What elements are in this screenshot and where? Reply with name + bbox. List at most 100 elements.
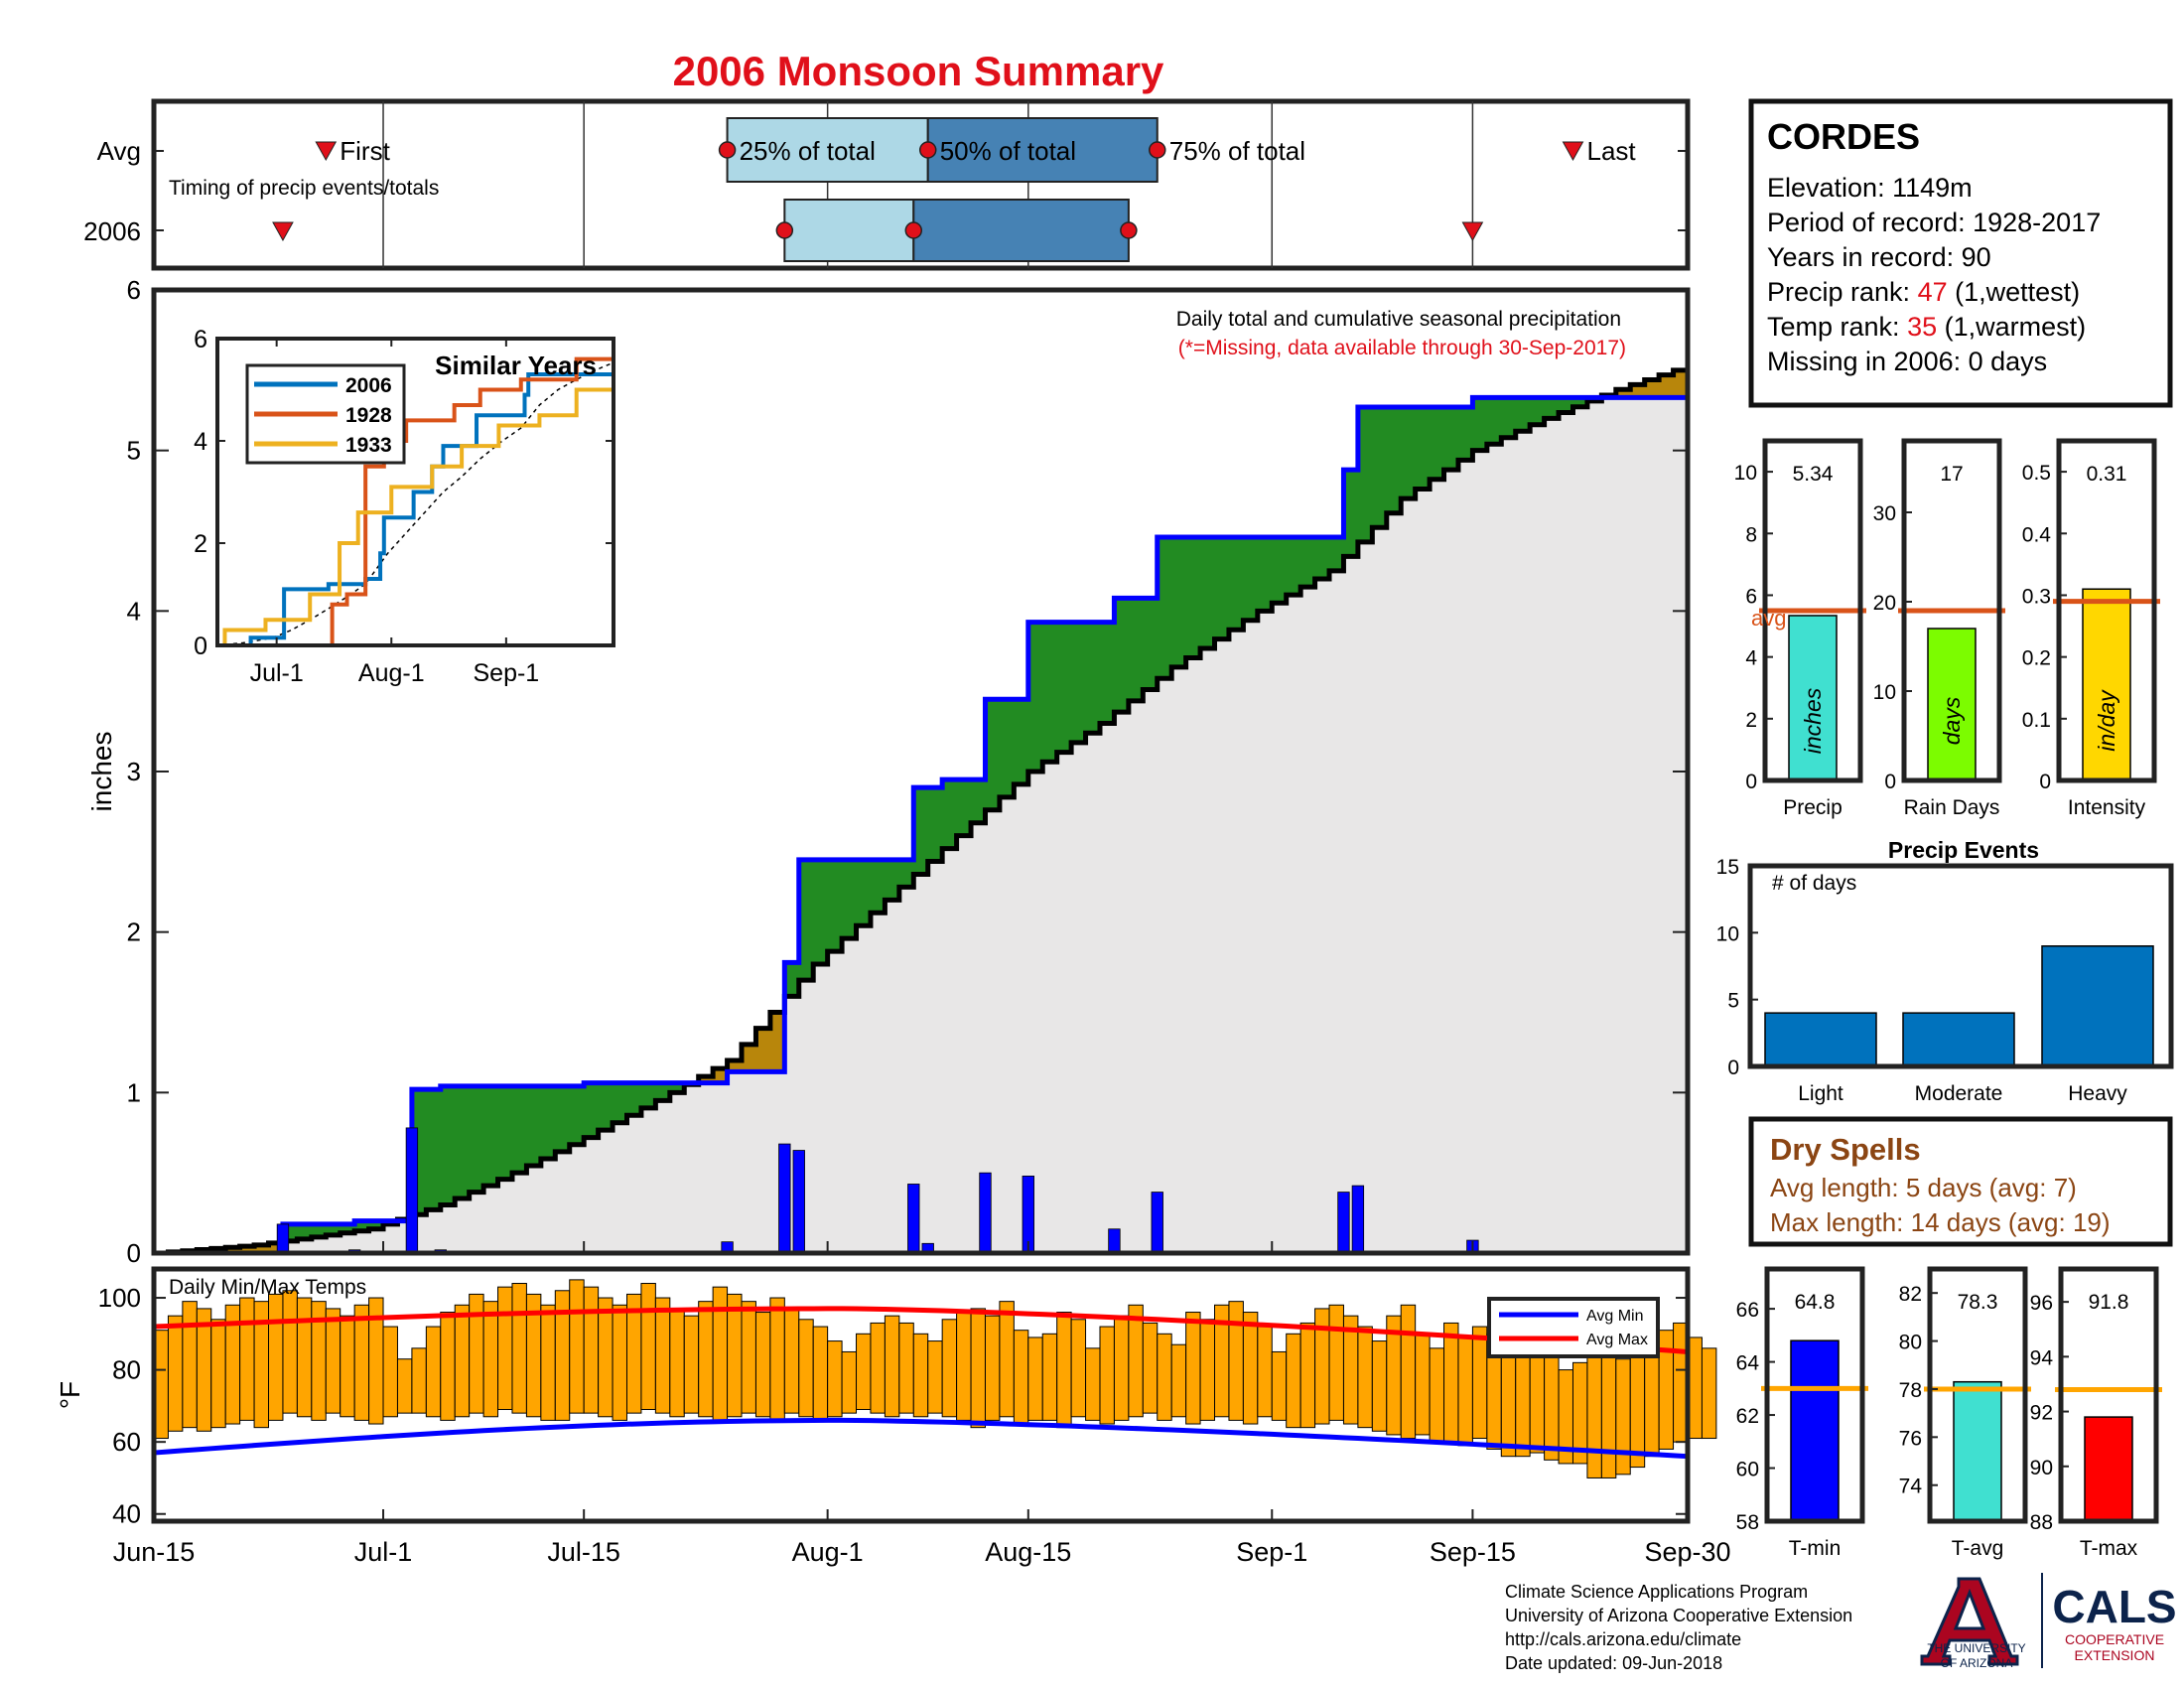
daily-temp-bar (1629, 1347, 1646, 1469)
date-xtick-label: Sep-15 (1430, 1537, 1516, 1567)
daily-temp-bar (296, 1297, 313, 1418)
precip-ytick-label: 5 (127, 436, 141, 466)
dry-spells-frame (1748, 1116, 2173, 1247)
events-ytick-label: 15 (1716, 856, 1739, 879)
tavg-ytick-label: 82 (1899, 1283, 1922, 1306)
avg-marker-label: avg (1751, 606, 1786, 631)
intensity-unit-label: in/day (2094, 689, 2119, 752)
daily-temp-bar (340, 1315, 355, 1418)
daily-temp-bar (1199, 1319, 1216, 1421)
daily-temp-bar (1242, 1312, 1259, 1425)
pct25-label: 25% of total (740, 136, 876, 166)
daily-temp-bar (941, 1319, 958, 1418)
temp-y-label: °F (55, 1381, 85, 1409)
inset-series (216, 356, 615, 647)
precip-ytick-label: 1 (127, 1077, 141, 1107)
daily-temp-bar (654, 1297, 671, 1414)
avg-middle-half-box (926, 117, 1159, 183)
university-of-arizona-logo: THE UNIVERSITY OF ARIZONA CALS COOPERATI… (1920, 1573, 2177, 1670)
seasonal-summary-bars: 0 2 4 6 8 10 5.34 inches Precip 0 10 20 30 17 days Rain… (1734, 438, 2160, 819)
precip-total-ytick-label: 6 (1745, 585, 1757, 608)
avg-p75-marker (1148, 141, 1166, 159)
footer-line-2: University of Arizona Cooperative Extens… (1505, 1606, 1852, 1625)
precip-total-ytick-label: 4 (1745, 647, 1757, 670)
similar-years-inset: 0 2 4 6 Jul-1 Aug-1 Sep-1 Similar Years 2006 19… (194, 326, 615, 687)
daily-temp-bar (325, 1308, 341, 1414)
missing-note: (*=Missing, data available through 30-Se… (1178, 337, 1626, 359)
tmin-ytick-label: 60 (1736, 1459, 1759, 1481)
precip-total-value-label: 5.34 (1793, 463, 1834, 486)
daily-temp-bar (841, 1350, 858, 1414)
daily-precip-bar (1337, 1192, 1350, 1254)
timing-frame (151, 98, 1691, 271)
station-temp-rank: Temp rank: 35 (1,warmest) (1767, 312, 2086, 342)
daily-temp-bar (1615, 1358, 1631, 1476)
date-xtick-label: Jul-1 (354, 1537, 413, 1567)
inset-axes: 0 2 4 6 Jul-1 Aug-1 Sep-1 (194, 326, 614, 687)
daily-temp-bar (1070, 1319, 1087, 1418)
daily-temp-bar (497, 1286, 513, 1411)
daily-temp-bar (239, 1297, 255, 1421)
daily-temp-bar (396, 1358, 413, 1414)
precip-total-bar (1788, 615, 1838, 781)
events-y-label: # of days (1772, 872, 1856, 895)
rain-days-ytick-label: 20 (1873, 592, 1896, 615)
date-xtick-label: Aug-1 (792, 1537, 864, 1567)
timing-panel: Avg 2006 Timing of precip events/totals … (83, 98, 1691, 271)
rain-days-bar (1927, 628, 1977, 781)
temp-y-axis: 40 60 80 100 (98, 1283, 1688, 1529)
events-frame (1747, 863, 2174, 1069)
cumulative-2006-line (154, 394, 1691, 1256)
intensity-xlabel: Intensity (2068, 796, 2146, 819)
station-precip-rank: Precip rank: 47 (1,wettest) (1767, 277, 2080, 307)
tavg-value-label: 78.3 (1958, 1291, 1998, 1314)
inset-ytick-label: 2 (194, 530, 207, 558)
temp-caption: Daily Min/Max Temps (169, 1276, 366, 1299)
precip-total-ytick-label: 10 (1734, 462, 1757, 485)
inset-series-1928 (217, 356, 614, 647)
intensity-ytick-label: 0.3 (2022, 585, 2051, 608)
daily-temp-bar (540, 1304, 556, 1421)
block-a-logo-icon (1920, 1577, 2019, 1666)
daily-precip-bars (276, 1127, 1479, 1254)
tmax-ytick-label: 90 (2030, 1457, 2053, 1479)
daily-temp-bar (440, 1312, 456, 1421)
avg-p25-marker (718, 141, 737, 159)
dry-spells-max: Max length: 14 days (avg: 19) (1770, 1207, 2111, 1237)
figure-title: 2006 Monsoon Summary (673, 48, 1164, 94)
year-p50-marker (904, 221, 923, 239)
events-bar (2041, 945, 2154, 1067)
daily-temp-bar (598, 1297, 614, 1418)
daily-temp-bar (1443, 1322, 1459, 1443)
temp-plot-frame (151, 1266, 1691, 1524)
daily-precip-bar (1351, 1185, 1365, 1254)
avg-first-quarter-box (726, 117, 929, 183)
daily-temp-bar (268, 1293, 284, 1421)
daily-temp-bar (1471, 1326, 1488, 1440)
intensity-bar (2082, 588, 2131, 781)
timing-caption: Timing of precip events/totals (169, 177, 439, 200)
precip-total-ytick-label: 8 (1745, 523, 1757, 546)
station-years: Years in record: 90 (1767, 242, 1991, 272)
precip-events-panel: Precip Events Light Moderate Heavy 0 5 10 15 #… (1716, 837, 2174, 1105)
station-frame (1748, 98, 2173, 408)
cals-sub-1: COOPERATIVE (2065, 1631, 2164, 1647)
daily-temp-bar (669, 1308, 685, 1418)
intensity-ytick-label: 0 (2039, 771, 2051, 793)
timing-markers (272, 141, 1584, 242)
temp-ytick-label: 60 (112, 1427, 141, 1457)
daily-temp-bar (1185, 1312, 1201, 1425)
events-xtick-label: Light (1798, 1082, 1843, 1105)
daily-precip-bar (1151, 1192, 1163, 1254)
tmax-ytick-label: 94 (2030, 1346, 2054, 1369)
tmax-ytick-label: 96 (2030, 1292, 2053, 1315)
daily-precip-bar (979, 1172, 992, 1254)
last-event-label: Last (1586, 136, 1636, 166)
year-p75-marker (1120, 221, 1138, 239)
daily-temp-bar (282, 1290, 298, 1414)
events-bars: Light Moderate Heavy 0 5 10 15 (1716, 856, 2154, 1105)
daily-temp-bar (167, 1315, 184, 1432)
avg-row-label: Avg (97, 136, 141, 166)
daily-temp-bar (956, 1312, 972, 1421)
